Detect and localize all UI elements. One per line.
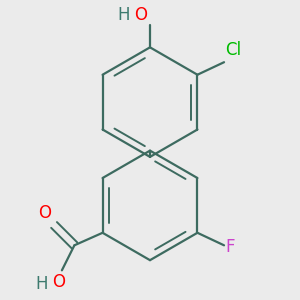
Text: F: F — [226, 238, 235, 256]
Text: O: O — [38, 204, 52, 222]
Text: Cl: Cl — [226, 41, 242, 59]
Text: H: H — [35, 275, 48, 293]
Text: O: O — [52, 274, 65, 292]
Text: O: O — [134, 6, 147, 24]
Text: H: H — [117, 6, 130, 24]
